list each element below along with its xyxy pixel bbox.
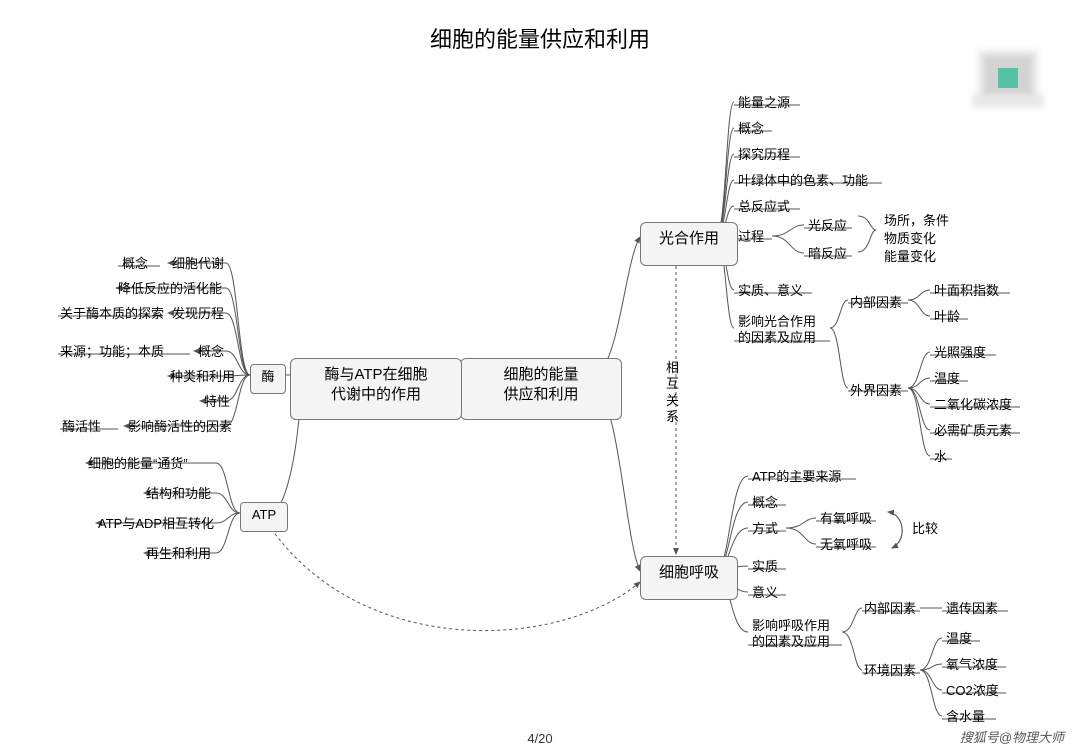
label-R_wendu: 温度 (946, 628, 972, 647)
label-R_huanjing: 环境因素 (864, 660, 916, 679)
label-L_meihuoxing: 酶活性 (62, 416, 101, 435)
label-R_bijiao: 比较 (912, 518, 938, 537)
label-P_kuangzhi: 必需矿质元素 (934, 420, 1012, 439)
label-L_gainian1: 概念 (122, 253, 148, 272)
label-R_yiyi: 意义 (752, 582, 778, 601)
label-L_yingmei: 影响酶活性的因素 (128, 416, 232, 435)
label-L_faxian: 发现历程 (172, 303, 224, 322)
label-R_neibu: 内部因素 (864, 598, 916, 617)
badge-image (972, 44, 1044, 112)
label-R_gainian: 概念 (752, 492, 778, 511)
node-atp: ATP (240, 502, 288, 532)
label-P_nengliang: 能量之源 (738, 92, 790, 111)
label-R_yichuan: 遗传因素 (946, 598, 998, 617)
label-R_yangqi: 氧气浓度 (946, 654, 998, 673)
label-P_yemianji: 叶面积指数 (934, 280, 999, 299)
label-L_gainian2: 概念 (198, 341, 224, 360)
label-P_wendu: 温度 (934, 368, 960, 387)
label-L_guanyu: 关于酶本质的探索 (60, 303, 164, 322)
label-P_gainian: 概念 (738, 118, 764, 137)
label-L_zhonglei: 种类和利用 (170, 366, 235, 385)
label-P_tanjiu: 探究历程 (738, 144, 790, 163)
label-R_co2: CO2浓度 (946, 680, 999, 699)
label-P_guangzhao: 光照强度 (934, 342, 986, 361)
label-R_wuyang: 无氧呼吸 (820, 534, 872, 553)
label-P_nengbh: 能量变化 (884, 246, 936, 265)
label-R_youyang: 有氧呼吸 (820, 508, 872, 527)
diagram-stage: 细胞的能量供应和利用 (0, 0, 1080, 754)
label-P_guocheng: 过程 (738, 226, 764, 245)
page-title: 细胞的能量供应和利用 (430, 22, 650, 54)
label-P_an: 暗反应 (808, 243, 847, 262)
label-R_shizhi: 实质 (752, 556, 778, 575)
label-L_zaisheng: 再生和利用 (146, 543, 211, 562)
label-P_wuzhi: 物质变化 (884, 228, 936, 247)
label-P_yingxiang: 影响光合作用 的因素及应用 (738, 314, 816, 347)
label-L_jiangdi: 降低反应的活化能 (118, 278, 222, 297)
label-L_atp_huobi: 细胞的能量“通货” (88, 453, 188, 472)
label-L_jiegou: 结构和功能 (146, 483, 211, 502)
label-P_yeling: 叶龄 (934, 306, 960, 325)
label-L_texing: 特性 (204, 391, 230, 410)
label-P_yelv: 叶绿体中的色素、功能 (738, 170, 868, 189)
label-P_neibu: 内部因素 (850, 292, 902, 311)
node-photo: 光合作用 (640, 222, 738, 266)
label-P_shui: 水 (934, 446, 947, 465)
label-L_xi: 细胞代谢 (172, 253, 224, 272)
node-center: 细胞的能量供应和利用 (460, 358, 622, 420)
node-resp: 细胞呼吸 (640, 556, 738, 600)
label-P_zongfanying: 总反应式 (738, 196, 790, 215)
node-mei: 酶 (250, 364, 286, 394)
label-R_atpmain: ATP的主要来源 (752, 466, 841, 485)
label-P_co2nongdu: 二氧化碳浓度 (934, 394, 1012, 413)
label-R_fangshi: 方式 (752, 518, 778, 537)
label-L_laiyuan: 来源；功能；本质 (60, 341, 164, 360)
label-P_shizhi: 实质、意义 (738, 280, 803, 299)
watermark: 搜狐号@物理大师 (960, 727, 1064, 746)
label-REL: 相 互 关 系 (666, 360, 679, 425)
label-P_waijie: 外界因素 (850, 380, 902, 399)
page-footer: 4/20 (527, 731, 552, 746)
label-R_hanshui: 含水量 (946, 706, 985, 725)
node-enzymeATP: 酶与ATP在细胞代谢中的作用 (290, 358, 462, 420)
label-L_atpadp: ATP与ADP相互转化 (98, 513, 214, 532)
label-R_yingxiang: 影响呼吸作用 的因素及应用 (752, 618, 830, 651)
label-P_guang: 光反应 (808, 215, 847, 234)
label-P_changsuo: 场所，条件 (884, 210, 949, 229)
